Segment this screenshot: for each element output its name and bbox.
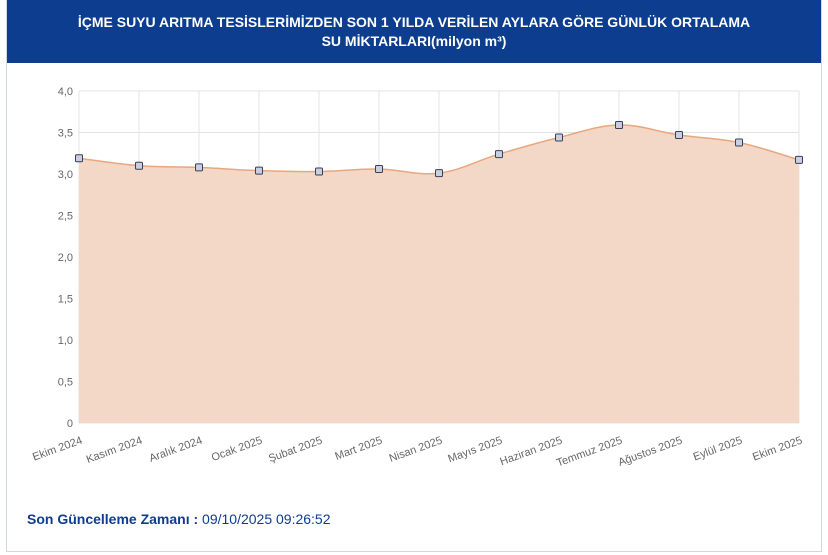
last-update-value: 09/10/2025 09:26:52 — [202, 511, 331, 527]
chart-card: İÇME SUYU ARITMA TESİSLERİMİZDEN SON 1 Y… — [6, 0, 822, 552]
chart-title: İÇME SUYU ARITMA TESİSLERİMİZDEN SON 1 Y… — [7, 0, 821, 63]
data-markers — [75, 121, 803, 178]
data-point[interactable] — [735, 138, 743, 147]
data-point[interactable] — [795, 155, 803, 164]
x-tick-label: Ekim 2024 — [31, 435, 84, 464]
x-tick-label: Temmuz 2025 — [555, 435, 624, 470]
x-tick-label: Ocak 2025 — [210, 435, 264, 464]
area-fill — [79, 125, 799, 423]
data-point[interactable] — [135, 161, 143, 170]
y-tick-label: 3,5 — [58, 128, 73, 140]
y-tick-label: 3,0 — [58, 169, 73, 181]
y-axis-ticks: 0 0,5 1,0 1,5 2,0 2,5 3,0 3,5 4,0 — [58, 86, 73, 430]
x-tick-label: Nisan 2025 — [388, 435, 444, 465]
data-point[interactable] — [675, 130, 683, 139]
y-tick-label: 2,0 — [58, 252, 73, 264]
x-tick-label: Eylül 2025 — [692, 435, 744, 464]
y-tick-label: 4,0 — [58, 86, 73, 98]
data-point[interactable] — [375, 165, 383, 174]
x-tick-label: Kasım 2024 — [85, 435, 144, 466]
x-axis-ticks: Ekim 2024 Kasım 2024 Aralık 2024 Ocak 2025 Ş… — [31, 435, 804, 470]
x-tick-label: Şubat 2025 — [267, 435, 324, 466]
data-point[interactable] — [315, 167, 323, 176]
x-tick-label: Mart 2025 — [333, 435, 384, 463]
last-update: Son Güncelleme Zamanı : 09/10/2025 09:26… — [27, 511, 331, 527]
data-point[interactable] — [255, 166, 263, 175]
x-tick-label: Ekim 2025 — [751, 435, 804, 464]
x-tick-label: Haziran 2025 — [498, 435, 564, 469]
y-tick-label: 1,0 — [58, 335, 73, 347]
area-chart: 0 0,5 1,0 1,5 2,0 2,5 3,0 3,5 4,0 Ekim 2024 Kasım… — [31, 86, 804, 470]
data-point[interactable] — [435, 169, 443, 178]
last-update-label: Son Güncelleme Zamanı : — [27, 511, 199, 527]
x-tick-label: Ağustos 2025 — [617, 435, 684, 469]
data-point[interactable] — [495, 150, 503, 159]
y-tick-label: 0,5 — [58, 377, 73, 389]
data-point[interactable] — [195, 163, 203, 172]
data-point[interactable] — [555, 133, 563, 142]
data-point[interactable] — [75, 154, 83, 163]
x-tick-label: Mayıs 2025 — [446, 435, 504, 466]
y-tick-label: 2,5 — [58, 211, 73, 223]
data-point[interactable] — [615, 121, 623, 130]
y-tick-label: 1,5 — [58, 294, 73, 306]
x-tick-label: Aralık 2024 — [148, 435, 204, 465]
y-tick-label: 0 — [67, 418, 73, 430]
